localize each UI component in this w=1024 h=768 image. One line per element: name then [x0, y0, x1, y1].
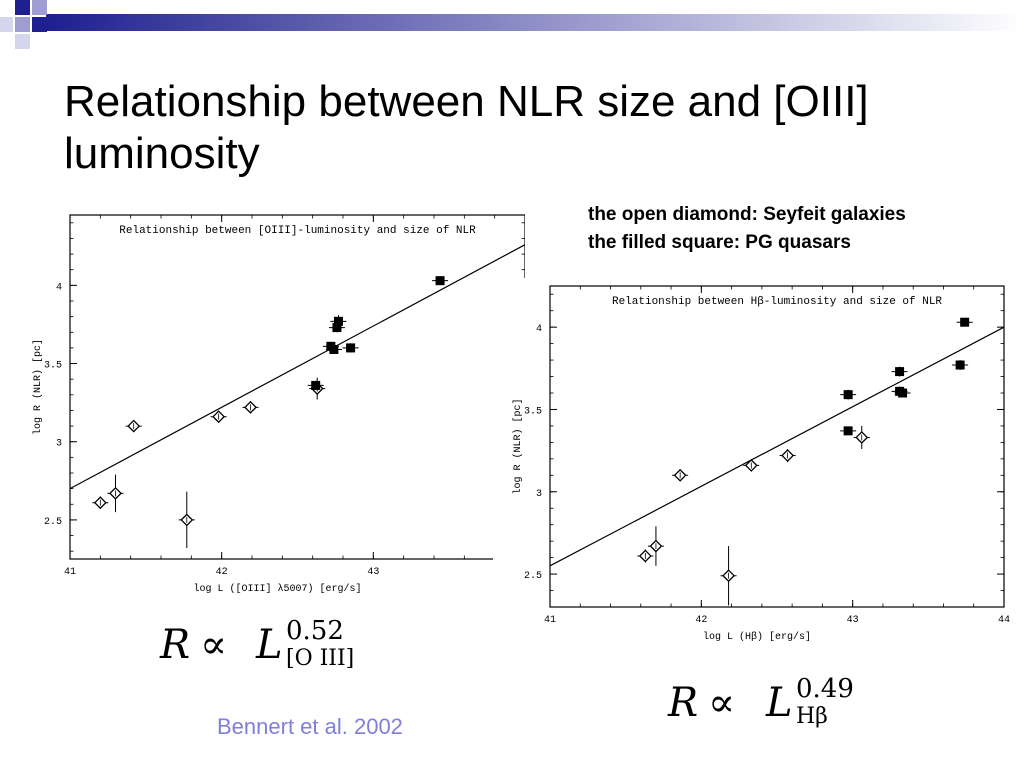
x-axis-label: log L (Hβ) [erg/s]: [703, 631, 811, 643]
oiii-luminosity-plot: Relationship between [OIII]-luminosity a…: [18, 213, 525, 605]
x-tick-label: 43: [847, 615, 859, 626]
quasar-square-point: [960, 317, 970, 327]
hbeta-luminosity-plot: Relationship between Hβ-luminosity and s…: [493, 278, 1017, 662]
chart-title: Relationship between [OIII]-luminosity a…: [119, 225, 476, 237]
hbeta-scaling-formula: R ∝ L 0.49 Hβ: [668, 674, 878, 736]
x-tick-label: 43: [367, 567, 379, 578]
marker-legend: the open diamond: Seyfeit galaxies the f…: [588, 201, 906, 257]
plot-frame: [69, 214, 525, 560]
x-tick-label: 42: [695, 615, 707, 626]
legend-line-seyfert: the open diamond: Seyfeit galaxies: [588, 204, 906, 225]
fit-line: [70, 244, 525, 490]
formula-subscript: Hβ: [796, 704, 828, 729]
chart-title: Relationship between Hβ-luminosity and s…: [612, 296, 942, 308]
plot-frame: [549, 285, 1005, 608]
quasar-square-point: [329, 344, 339, 354]
quasar-square-point: [333, 316, 343, 326]
header-rule: [46, 14, 1024, 31]
quasar-square-point: [435, 276, 445, 286]
x-tick-label: 41: [64, 567, 76, 578]
corner-square: [15, 0, 30, 15]
corner-square: [32, 17, 47, 32]
quasar-square-point: [843, 390, 853, 400]
x-tick-label: 44: [998, 615, 1010, 626]
formula-lhs: R: [668, 680, 699, 726]
citation: Bennert et al. 2002: [217, 714, 403, 739]
quasar-square-point: [332, 323, 342, 333]
y-tick-label: 4: [536, 324, 542, 335]
y-tick-label: 3.5: [524, 406, 542, 417]
corner-square: [32, 0, 47, 15]
hbeta-plot-svg: Relationship between Hβ-luminosity and s…: [512, 285, 1010, 643]
slide-title: Relationship between NLR size and [OIII]…: [64, 77, 869, 178]
y-tick-label: 2.5: [524, 571, 542, 582]
corner-square: [15, 17, 30, 32]
y-tick-label: 3: [536, 489, 542, 500]
formula-base: L: [256, 622, 283, 668]
y-tick-label: 4: [56, 282, 62, 293]
quasar-square-point: [955, 360, 965, 370]
fit-line: [550, 326, 1004, 567]
y-tick-label: 2.5: [44, 517, 62, 528]
oiii-scaling-formula: R ∝ L 0.52 [O III]: [160, 616, 370, 678]
formula-exponent: 0.49: [796, 674, 854, 704]
formula-lhs: R: [160, 622, 191, 668]
quasar-square-point: [311, 380, 321, 390]
formula-subscript: [O III]: [286, 646, 355, 671]
corner-square: [15, 34, 30, 49]
header-decoration: [0, 0, 1024, 49]
oiii-plot-svg: Relationship between [OIII]-luminosity a…: [32, 214, 525, 595]
formula-base: L: [766, 680, 793, 726]
x-axis-label: log L ([OIII] λ5007) [erg/s]: [193, 583, 361, 595]
y-tick-label: 3: [56, 439, 62, 450]
y-axis-label: log R (NLR) [pc]: [512, 398, 524, 494]
x-tick-label: 41: [544, 615, 556, 626]
quasar-square-point: [898, 388, 908, 398]
y-tick-label: 3.5: [44, 361, 62, 372]
quasar-square-point: [843, 426, 853, 436]
proportional-symbol: ∝: [708, 680, 736, 726]
quasar-square-point: [346, 343, 356, 353]
corner-square: [0, 17, 13, 32]
legend-line-quasar: the filled square: PG quasars: [588, 232, 851, 253]
y-axis-label: log R (NLR) [pc]: [32, 339, 44, 435]
x-tick-label: 42: [216, 567, 228, 578]
proportional-symbol: ∝: [200, 622, 228, 668]
quasar-square-point: [895, 367, 905, 377]
formula-exponent: 0.52: [286, 616, 344, 646]
